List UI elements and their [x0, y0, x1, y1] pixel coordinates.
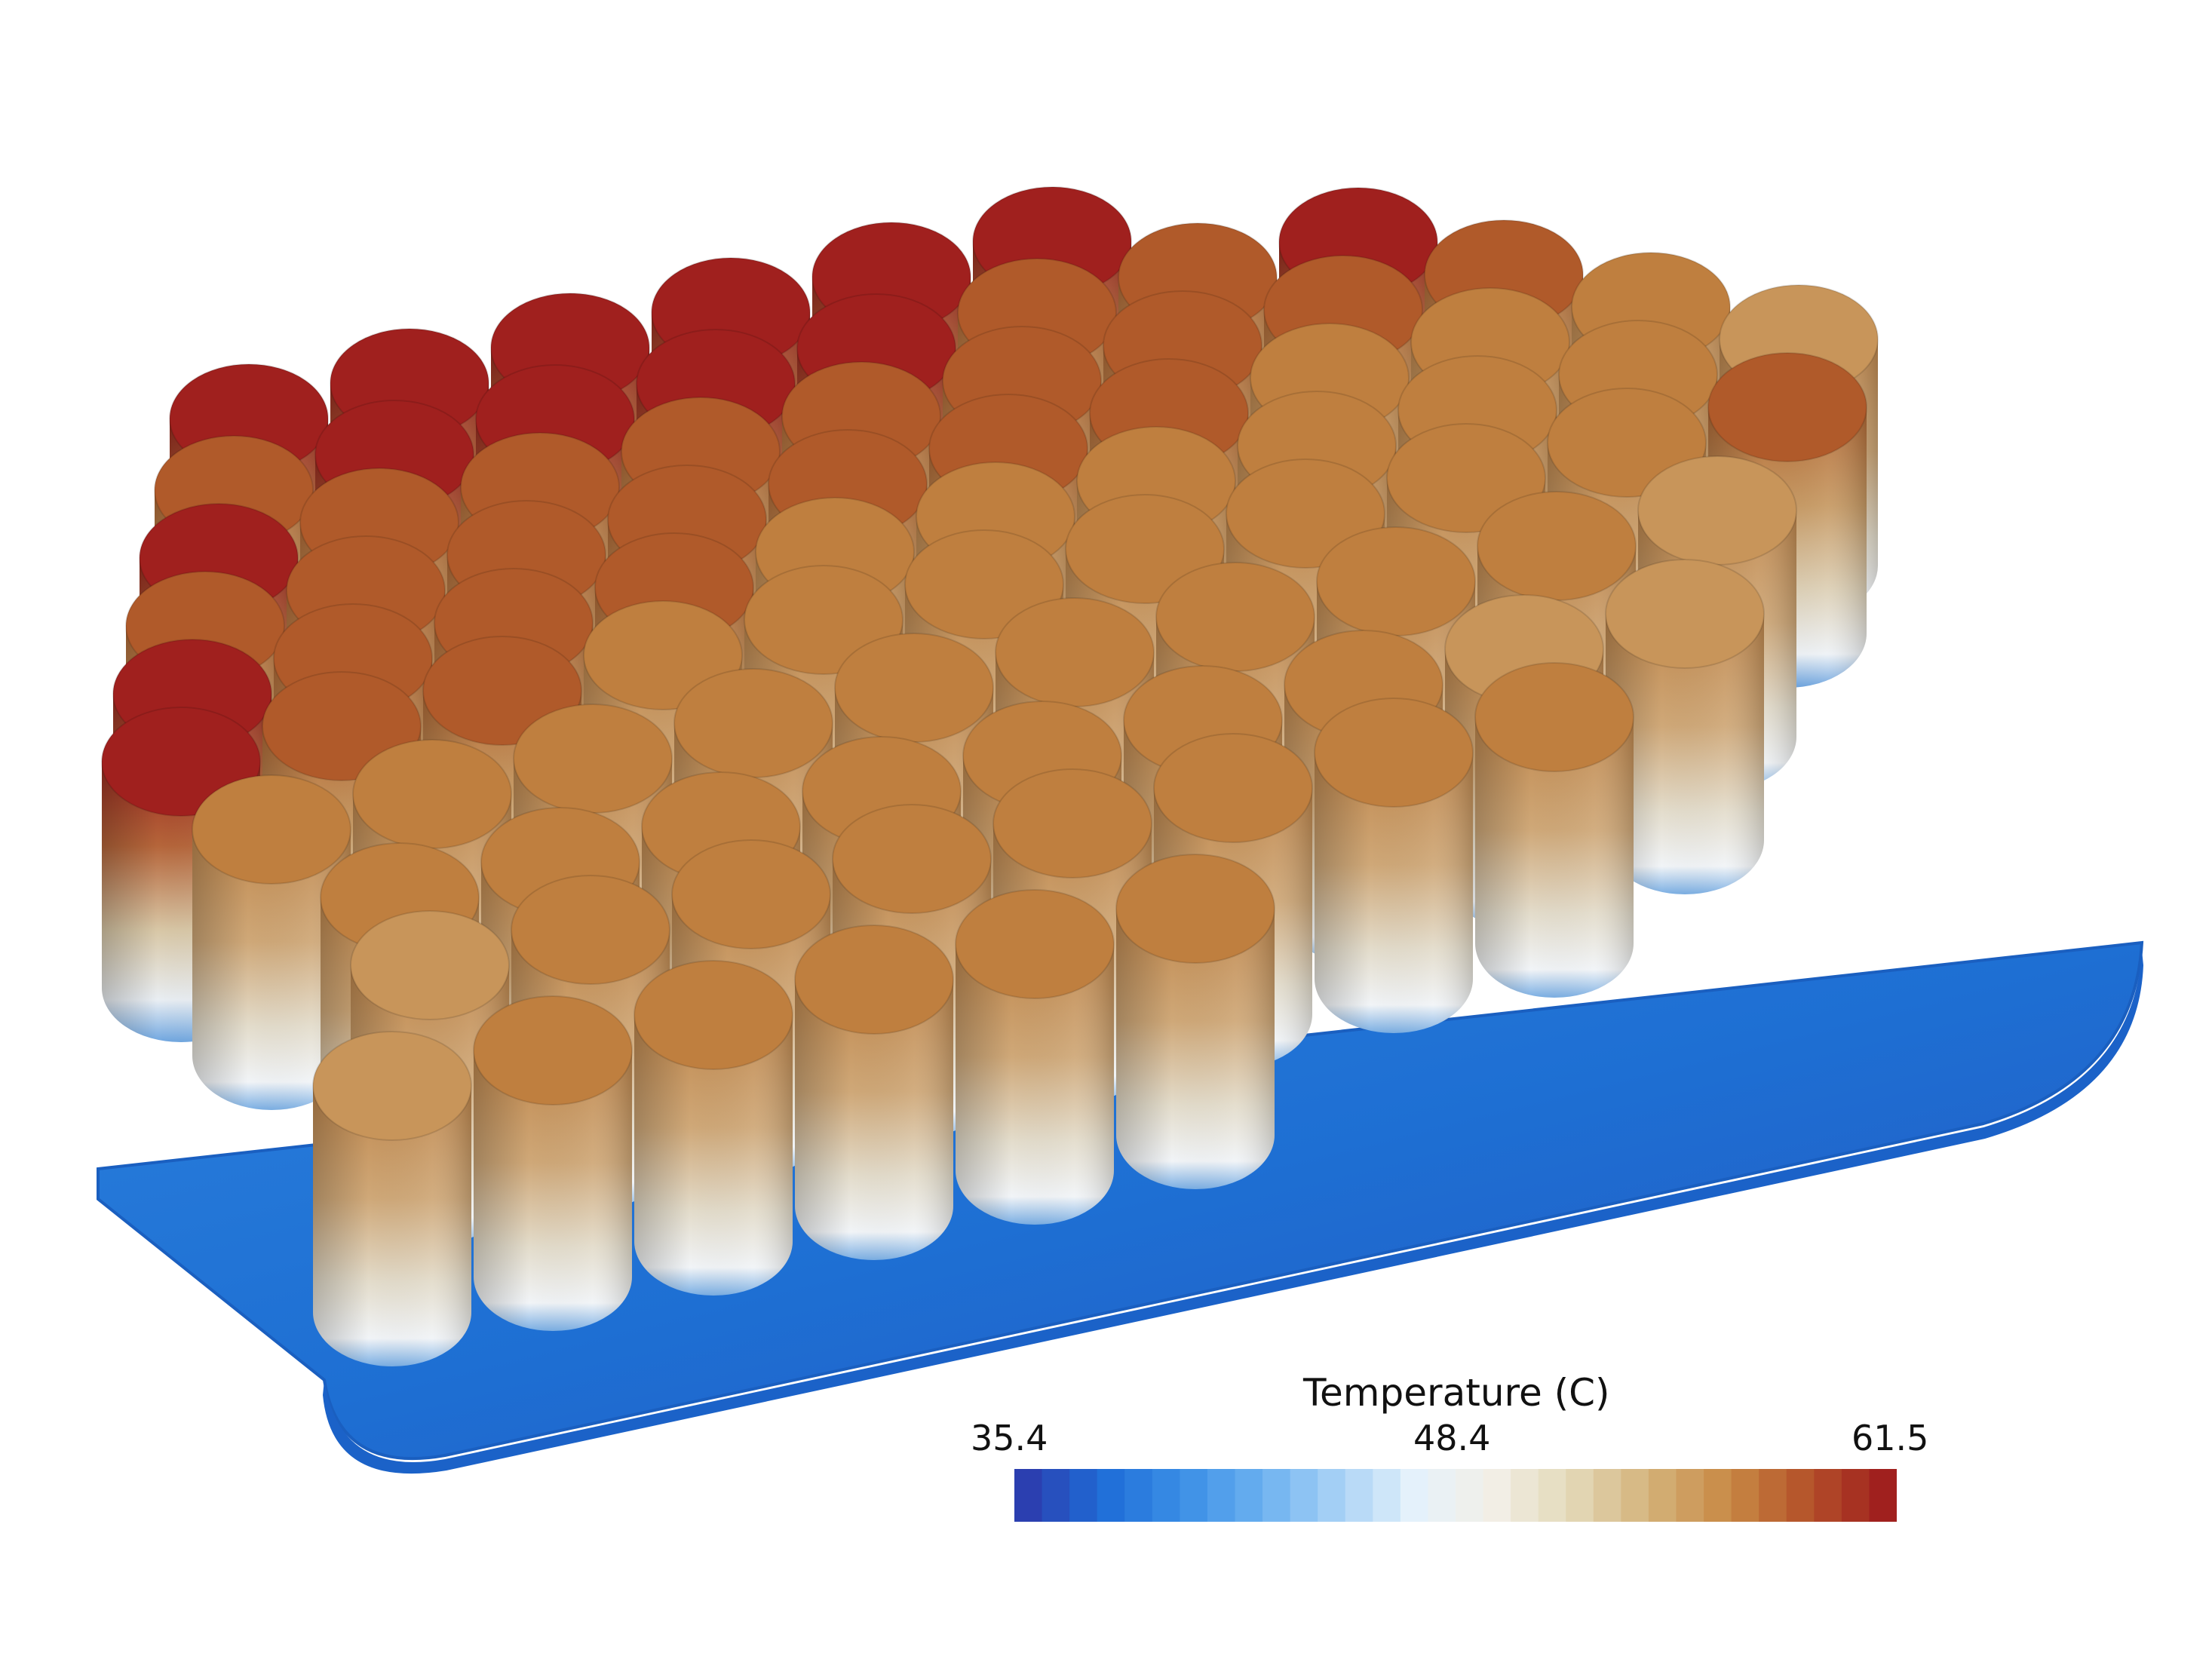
- colorbar-band: [1483, 1469, 1511, 1522]
- cell-top: [473, 995, 633, 1105]
- colorbar-band: [1262, 1469, 1291, 1522]
- colorbar-band: [1428, 1469, 1456, 1522]
- legend-mid-label: 48.4: [1413, 1418, 1491, 1458]
- cell-shading: [313, 1086, 471, 1366]
- cell-top: [1155, 562, 1315, 672]
- cell-shading: [1315, 753, 1473, 1033]
- legend-colorbar: [1014, 1469, 1897, 1522]
- cell-shading: [956, 944, 1114, 1225]
- cell-shading: [474, 1050, 632, 1331]
- cell-top: [1477, 491, 1637, 601]
- cell-top: [1316, 526, 1476, 636]
- colorbar-band: [1648, 1469, 1677, 1522]
- cell-shading: [192, 830, 351, 1110]
- battery-cells: [101, 186, 1879, 1366]
- cell-top: [1153, 733, 1313, 843]
- cell-top: [832, 804, 992, 914]
- colorbar-band: [1014, 1469, 1043, 1522]
- cell-top: [352, 739, 512, 849]
- colorbar-band: [1759, 1469, 1787, 1522]
- cell-top: [312, 1031, 472, 1141]
- battery-cell: [1115, 854, 1275, 1189]
- colorbar-band: [1180, 1469, 1208, 1522]
- cell-top: [834, 633, 994, 743]
- cell-shading: [634, 1015, 793, 1296]
- colorbar-band: [1097, 1469, 1125, 1522]
- battery-cell: [634, 960, 793, 1296]
- colorbar-band: [1152, 1469, 1180, 1522]
- legend-min-label: 35.4: [971, 1418, 1048, 1458]
- cell-top: [1314, 698, 1474, 808]
- colorbar-band: [1731, 1469, 1759, 1522]
- cell-top: [513, 704, 673, 814]
- colorbar-band: [1345, 1469, 1373, 1522]
- cell-top: [1707, 352, 1867, 462]
- cell-top: [671, 839, 831, 949]
- cell-shading: [1116, 909, 1275, 1189]
- colorbar-band: [1676, 1469, 1704, 1522]
- battery-cell: [955, 889, 1115, 1225]
- colorbar-band: [1400, 1469, 1429, 1522]
- cell-top: [1115, 854, 1275, 964]
- colorbar-band: [1124, 1469, 1153, 1522]
- cell-top: [192, 774, 351, 885]
- colorbar-band: [1511, 1469, 1539, 1522]
- cell-shading: [1475, 717, 1634, 998]
- cell-top: [794, 925, 954, 1035]
- colorbar-band: [1318, 1469, 1346, 1522]
- colorbar-band: [1373, 1469, 1401, 1522]
- cell-top: [350, 910, 510, 1020]
- colorbar-band: [1235, 1469, 1263, 1522]
- colorbar-band: [1538, 1469, 1566, 1522]
- cell-top: [995, 597, 1155, 707]
- cell-top: [673, 668, 833, 778]
- colorbar-band: [1841, 1469, 1870, 1522]
- colorbar-band: [1456, 1469, 1484, 1522]
- battery-cell: [1605, 559, 1765, 894]
- battery-cell: [192, 774, 351, 1110]
- battery-cell: [312, 1031, 472, 1366]
- base-plate: [97, 940, 2144, 1461]
- cell-shading: [1606, 614, 1764, 894]
- cell-top: [1474, 662, 1634, 772]
- colorbar-band: [1042, 1469, 1070, 1522]
- colorbar-band: [1566, 1469, 1594, 1522]
- battery-cell: [1314, 698, 1474, 1033]
- legend-max-label: 61.5: [1852, 1418, 1929, 1458]
- colorbar-band: [1621, 1469, 1649, 1522]
- battery-cell: [1474, 662, 1634, 998]
- battery-cell: [794, 925, 954, 1260]
- cell-top: [955, 889, 1115, 999]
- colorbar-band: [1069, 1469, 1098, 1522]
- battery-cell: [473, 995, 633, 1331]
- colorbar-band: [1786, 1469, 1815, 1522]
- cell-top: [1637, 455, 1797, 566]
- colorbar-band: [1593, 1469, 1621, 1522]
- cell-top: [634, 960, 793, 1070]
- cell-top: [992, 768, 1152, 879]
- colorbar-band: [1814, 1469, 1842, 1522]
- colorbar-band: [1290, 1469, 1318, 1522]
- cell-top: [511, 875, 670, 985]
- colorbar-band: [1869, 1469, 1897, 1522]
- colorbar-band: [1207, 1469, 1236, 1522]
- cell-shading: [795, 980, 953, 1260]
- colorbar-band: [1704, 1469, 1732, 1522]
- cell-top: [1605, 559, 1765, 669]
- legend-title: Temperature (C): [1303, 1371, 1610, 1415]
